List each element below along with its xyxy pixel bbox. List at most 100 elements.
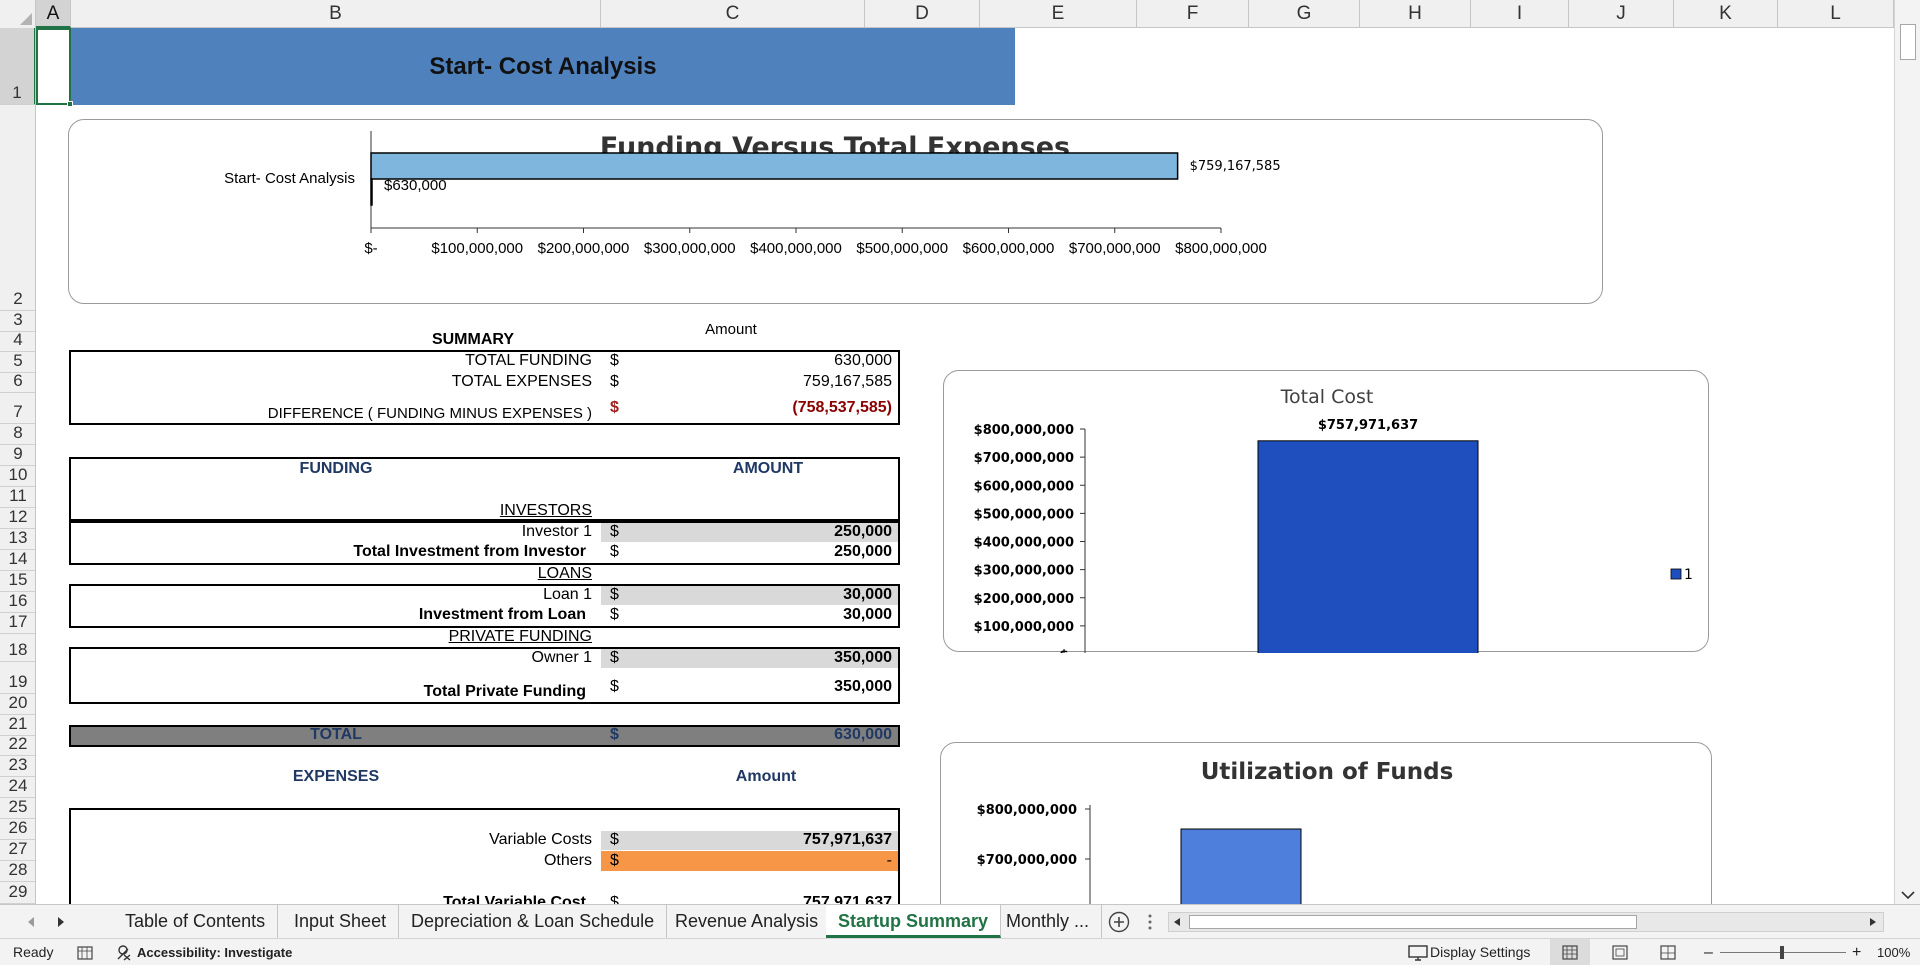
funding-bar[interactable] bbox=[370, 178, 373, 206]
total-variable-cost-value[interactable]: 757,971,637 bbox=[803, 894, 892, 904]
scroll-left-icon[interactable] bbox=[1173, 917, 1181, 927]
summary-header: SUMMARY bbox=[431, 331, 515, 348]
tab-monthly[interactable]: Monthly ... bbox=[994, 905, 1103, 938]
column-header-e[interactable]: E bbox=[980, 0, 1137, 28]
expenses-header: EXPENSES bbox=[292, 768, 380, 785]
row-header[interactable]: 12 bbox=[0, 507, 35, 529]
variable-costs-label: Variable Costs bbox=[489, 831, 592, 848]
row-header[interactable]: 13 bbox=[0, 528, 35, 550]
expenses-bar[interactable] bbox=[370, 152, 1179, 180]
accessibility-status[interactable]: Accessibility: Investigate bbox=[137, 945, 293, 960]
select-all-button[interactable] bbox=[0, 0, 36, 28]
accessibility-icon[interactable] bbox=[115, 944, 133, 961]
tab-startup-summary[interactable]: Startup Summary bbox=[826, 905, 1002, 938]
column-header-k[interactable]: K bbox=[1674, 0, 1778, 28]
tab-revenue-analysis[interactable]: Revenue Analysis bbox=[663, 905, 832, 938]
zoom-slider-thumb[interactable] bbox=[1780, 946, 1784, 959]
row-header[interactable]: 24 bbox=[0, 776, 35, 798]
private-total-value[interactable]: 350,000 bbox=[834, 678, 892, 695]
horizontal-scrollbar[interactable] bbox=[1168, 912, 1884, 932]
funding-vs-expenses-chart[interactable]: Funding Versus Total Expenses Start- Cos… bbox=[68, 119, 1603, 304]
column-header-d[interactable]: D bbox=[865, 0, 980, 28]
total-expenses-value[interactable]: 759,167,585 bbox=[803, 373, 892, 390]
investor1-value[interactable]: 250,000 bbox=[834, 523, 892, 540]
loan1-value[interactable]: 30,000 bbox=[843, 586, 892, 603]
scroll-down-icon[interactable] bbox=[1901, 890, 1915, 900]
x-tick-label: $200,000,000 bbox=[538, 240, 630, 257]
column-header-c[interactable]: C bbox=[601, 0, 865, 28]
zoom-in-button[interactable]: + bbox=[1852, 944, 1862, 961]
row-header[interactable]: 5 bbox=[0, 351, 35, 373]
investor-total-value[interactable]: 250,000 bbox=[834, 543, 892, 560]
active-cell[interactable] bbox=[36, 28, 73, 107]
others-value[interactable]: - bbox=[886, 852, 892, 869]
total-cost-bar[interactable] bbox=[1257, 440, 1479, 655]
row-header[interactable]: 27 bbox=[0, 839, 35, 861]
row-header[interactable]: 26 bbox=[0, 818, 35, 840]
horizontal-scroll-thumb[interactable] bbox=[1189, 915, 1637, 929]
row-header[interactable]: 20 bbox=[0, 693, 35, 715]
column-header-i[interactable]: I bbox=[1471, 0, 1569, 28]
column-header-f[interactable]: F bbox=[1137, 0, 1249, 28]
utilization-of-funds-chart[interactable]: Utilization of Funds $800,000,000 $700,00… bbox=[940, 742, 1712, 904]
row-header[interactable]: 29 bbox=[0, 882, 35, 904]
page-break-view-icon[interactable] bbox=[1660, 945, 1676, 960]
page-layout-view-icon[interactable] bbox=[1612, 945, 1628, 960]
row-header[interactable]: 22 bbox=[0, 734, 35, 756]
row-header[interactable]: 19 bbox=[0, 662, 35, 694]
utilization-bar[interactable] bbox=[1180, 828, 1302, 904]
column-header-b[interactable]: B bbox=[71, 0, 601, 28]
vertical-scrollbar[interactable] bbox=[1894, 0, 1920, 904]
column-header-l[interactable]: L bbox=[1778, 0, 1894, 28]
owner1-value[interactable]: 350,000 bbox=[834, 649, 892, 666]
y-tick-label: $100,000,000 bbox=[974, 620, 1074, 635]
row-header[interactable]: 4 bbox=[0, 330, 35, 352]
utilization-chart-svg: Utilization of Funds $800,000,000 $700,00… bbox=[977, 759, 1453, 904]
display-settings-icon[interactable] bbox=[1408, 945, 1428, 961]
difference-value[interactable]: (758,537,585) bbox=[792, 399, 892, 416]
column-header-g[interactable]: G bbox=[1249, 0, 1360, 28]
row-header[interactable]: 3 bbox=[0, 310, 35, 332]
row-header[interactable]: 6 bbox=[0, 371, 35, 393]
column-header-a[interactable]: A bbox=[36, 0, 71, 28]
zoom-out-button[interactable]: – bbox=[1704, 944, 1713, 961]
column-header-j[interactable]: J bbox=[1569, 0, 1674, 28]
row-header[interactable]: 15 bbox=[0, 570, 35, 592]
total-funding-value[interactable]: 630,000 bbox=[834, 352, 892, 369]
row-header[interactable]: 23 bbox=[0, 755, 35, 777]
row-header[interactable]: 28 bbox=[0, 860, 35, 882]
row-header[interactable]: 7 bbox=[0, 393, 35, 424]
worksheet-grid[interactable]: Start- Cost Analysis Funding Versus Tota… bbox=[36, 28, 1894, 904]
next-sheet-icon[interactable] bbox=[56, 916, 66, 928]
row-header[interactable]: 16 bbox=[0, 591, 35, 613]
funding-total-value[interactable]: 630,000 bbox=[834, 726, 892, 743]
cell-mode-icon[interactable] bbox=[77, 945, 93, 960]
zoom-level[interactable]: 100% bbox=[1877, 945, 1911, 960]
vertical-scroll-thumb[interactable] bbox=[1900, 24, 1916, 60]
row-header[interactable]: 14 bbox=[0, 549, 35, 571]
row-header[interactable]: 8 bbox=[0, 423, 35, 445]
row-header[interactable]: 10 bbox=[0, 465, 35, 487]
row-header[interactable]: 17 bbox=[0, 612, 35, 634]
tab-input-sheet[interactable]: Input Sheet bbox=[282, 905, 400, 938]
row-header[interactable]: 1 bbox=[0, 28, 35, 105]
more-options-icon[interactable] bbox=[1148, 914, 1152, 930]
row-header[interactable]: 18 bbox=[0, 634, 35, 662]
row-header[interactable]: 11 bbox=[0, 486, 35, 508]
column-header-h[interactable]: H bbox=[1360, 0, 1471, 28]
normal-view-button[interactable] bbox=[1550, 939, 1590, 965]
tab-table-of-contents[interactable]: Table of Contents bbox=[113, 905, 279, 938]
add-sheet-icon[interactable] bbox=[1108, 911, 1130, 933]
scroll-right-icon[interactable] bbox=[1869, 917, 1877, 927]
total-cost-chart[interactable]: Total Cost $800,000,000 $700,000,000 $600,… bbox=[943, 370, 1709, 680]
variable-costs-value[interactable]: 757,971,637 bbox=[803, 831, 892, 848]
row-header[interactable]: 25 bbox=[0, 797, 35, 819]
previous-sheet-icon[interactable] bbox=[26, 916, 36, 928]
tab-depreciation-loan-schedule[interactable]: Depreciation & Loan Schedule bbox=[399, 905, 668, 938]
row-header[interactable]: 9 bbox=[0, 444, 35, 466]
display-settings[interactable]: Display Settings bbox=[1430, 944, 1531, 960]
fill-handle[interactable] bbox=[67, 101, 73, 107]
row-header[interactable]: 2 bbox=[0, 105, 35, 311]
row-header[interactable]: 21 bbox=[0, 714, 35, 736]
loan-total-value[interactable]: 30,000 bbox=[843, 606, 892, 623]
